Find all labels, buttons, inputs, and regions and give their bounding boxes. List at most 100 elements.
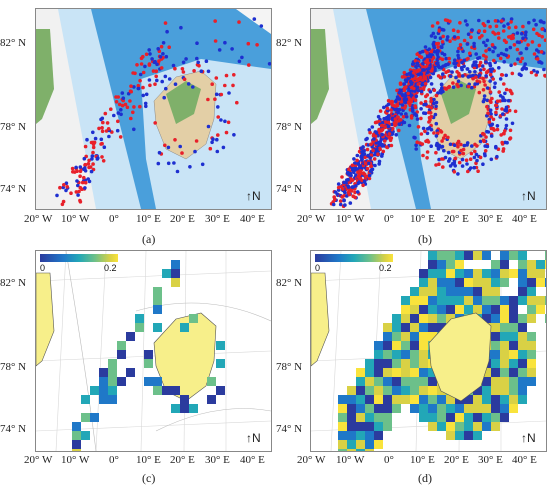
north-arrow-a: ↑N: [246, 189, 261, 203]
colorbar-min-c: 0: [40, 263, 46, 273]
density-cell: [338, 422, 347, 431]
observation-point: [157, 150, 162, 155]
density-cell: [419, 332, 428, 341]
density-cell: [374, 440, 383, 449]
observation-point: [434, 121, 439, 126]
density-cell: [153, 323, 162, 332]
density-cell: [509, 296, 518, 305]
density-cell: [473, 287, 482, 296]
observation-point: [211, 137, 215, 141]
observation-point: [78, 174, 82, 178]
observation-point: [489, 70, 493, 74]
observation-point: [490, 67, 495, 71]
density-cell: [383, 422, 392, 431]
density-cell: [482, 422, 491, 431]
density-cell: [189, 314, 198, 323]
density-cell: [383, 413, 392, 422]
observation-point: [402, 70, 407, 75]
observation-point: [101, 120, 105, 125]
density-cell: [374, 368, 383, 377]
observation-point: [477, 90, 482, 95]
observation-point: [166, 145, 171, 150]
density-cell: [482, 314, 491, 323]
density-cell: [428, 404, 437, 413]
density-cell: [500, 296, 509, 305]
observation-point: [510, 71, 515, 76]
density-cell: [536, 305, 545, 314]
observation-point: [520, 31, 524, 36]
observation-point: [434, 42, 439, 46]
density-cell: [401, 341, 410, 350]
density-cell: [482, 269, 491, 278]
observation-point: [173, 82, 178, 86]
observation-point: [147, 78, 152, 82]
observation-point: [499, 51, 504, 56]
observation-point: [498, 56, 503, 61]
observation-point: [465, 67, 470, 71]
observation-point: [509, 17, 514, 21]
observation-point: [535, 57, 540, 61]
density-cell: [374, 386, 383, 395]
density-cell: [189, 404, 198, 413]
observation-point: [102, 145, 107, 149]
observation-point: [472, 44, 476, 49]
observation-point: [485, 104, 489, 109]
observation-point: [448, 164, 453, 168]
observation-point: [428, 75, 433, 80]
observation-point: [465, 162, 469, 166]
map-panel-d: 0 0.2 ↑N: [310, 250, 547, 452]
lon-label: 20° E: [444, 213, 469, 225]
density-cell: [455, 269, 464, 278]
observation-point: [55, 193, 59, 198]
observation-point: [497, 36, 501, 40]
observation-point: [401, 115, 406, 119]
observation-point: [543, 28, 546, 33]
observation-point: [454, 75, 458, 80]
observation-point: [489, 115, 493, 119]
observation-point: [420, 82, 424, 87]
observation-point: [421, 61, 425, 66]
observation-point: [440, 40, 445, 44]
observation-point: [116, 119, 120, 124]
observation-point: [475, 79, 479, 83]
observation-point: [471, 63, 475, 67]
density-cell: [509, 386, 518, 395]
observation-point: [448, 39, 452, 43]
observation-point: [85, 137, 89, 142]
density-cell: [419, 305, 428, 314]
density-cell: [153, 296, 162, 305]
density-cell: [365, 395, 374, 404]
observation-point: [371, 148, 375, 153]
observation-point: [369, 164, 373, 168]
observation-point: [82, 175, 86, 180]
observation-point: [132, 85, 136, 89]
density-cell: [491, 350, 500, 359]
density-cell: [383, 350, 392, 359]
observation-point: [360, 155, 364, 160]
density-cell: [446, 314, 455, 323]
density-cell: [392, 386, 401, 395]
observation-point: [429, 106, 434, 110]
observation-point: [370, 125, 375, 129]
lon-label: 40° E: [240, 213, 265, 225]
observation-point: [429, 82, 434, 86]
density-cell: [500, 269, 509, 278]
density-cell: [365, 422, 374, 431]
observation-point: [390, 118, 395, 122]
density-cell: [527, 305, 536, 314]
observation-point: [487, 117, 492, 122]
observation-point: [206, 69, 211, 74]
density-cell: [428, 260, 437, 269]
observation-point: [433, 112, 438, 117]
observation-point: [377, 127, 381, 132]
density-cell: [153, 305, 162, 314]
observation-point: [503, 129, 507, 133]
observation-point: [474, 75, 478, 79]
observation-point: [478, 155, 483, 160]
observation-point: [384, 120, 388, 124]
observation-point: [357, 180, 362, 184]
density-cell: [428, 377, 437, 386]
observation-point: [362, 179, 367, 183]
density-cell: [410, 368, 419, 377]
density-cell: [437, 395, 446, 404]
